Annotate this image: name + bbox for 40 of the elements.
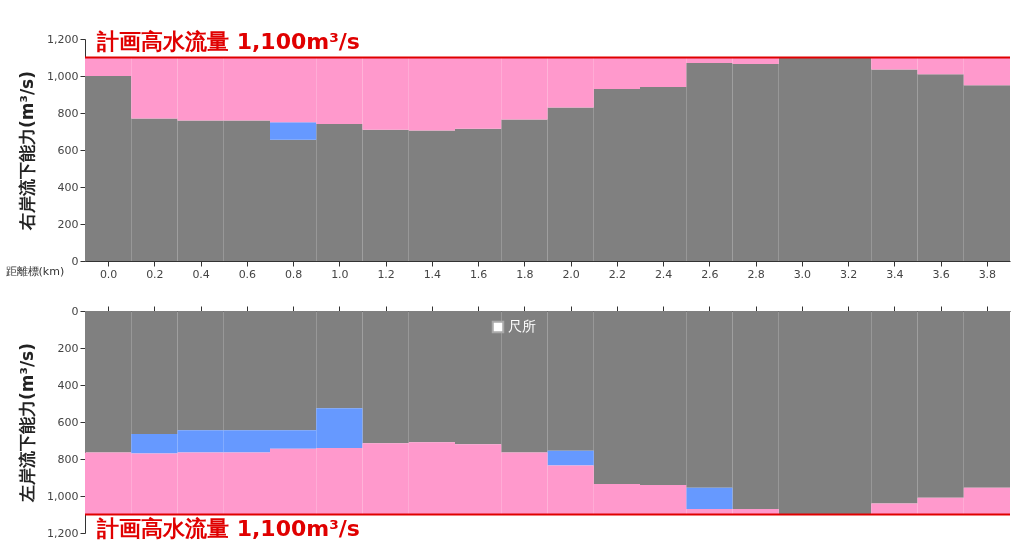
x-tick-label: 0.4 [192, 267, 210, 281]
x-tick-label: 3.6 [932, 267, 950, 281]
y-tick-label: 1,200 [47, 32, 79, 46]
x-tick-label: 1.8 [516, 267, 534, 281]
x-tick-label: 1.6 [469, 267, 488, 281]
y-tick-label: 400 [57, 378, 79, 392]
y-tick-label: 1,000 [47, 489, 79, 503]
x-tick-label: 0.0 [99, 267, 118, 281]
y-tick-label: 600 [57, 415, 79, 429]
y-axis-title: 右岸流下能力(m³/s) [17, 70, 38, 232]
x-tick-label: 3.2 [839, 267, 858, 281]
x-tick-label: 0.6 [238, 267, 257, 281]
x-tick-label: 0.8 [284, 267, 303, 281]
y-tick-label: 800 [57, 452, 79, 466]
x-tick-label: 2.2 [608, 267, 627, 281]
y-tick-label: 200 [57, 341, 79, 355]
x-tick-label: 1.0 [331, 267, 349, 281]
y-tick-label: 1,200 [47, 526, 79, 540]
y-tick-label: 0 [71, 304, 79, 318]
x-tick-label: 2.0 [562, 267, 580, 281]
x-tick-label: 2.4 [654, 267, 673, 281]
x-tick-label: 0.2 [146, 267, 164, 281]
ref-line-label: 計画高水流量 1,100m³/s [96, 515, 360, 541]
ref-line-label: 計画高水流量 1,100m³/s [96, 28, 360, 54]
x-axis-title: 距離標(km) [5, 264, 65, 278]
x-tick-label: 3.4 [886, 267, 904, 281]
y-tick-label: 400 [57, 180, 79, 194]
x-tick-label: 2.6 [701, 267, 719, 281]
x-tick-label: 1.4 [423, 267, 442, 281]
x-tick-label: 3.8 [978, 267, 997, 281]
y-axis-title: 左岸流下能力(m³/s) [17, 342, 38, 504]
x-tick-label: 2.8 [747, 267, 765, 281]
legend-label: 尺所 [508, 318, 536, 334]
x-tick-label: 1.2 [377, 267, 395, 281]
y-tick-label: 1,000 [47, 69, 79, 83]
y-tick-label: 0 [71, 254, 79, 268]
x-tick-label: 3.0 [793, 267, 812, 281]
y-tick-label: 200 [57, 217, 79, 231]
y-tick-label: 600 [57, 143, 79, 157]
y-tick-label: 800 [57, 106, 79, 120]
